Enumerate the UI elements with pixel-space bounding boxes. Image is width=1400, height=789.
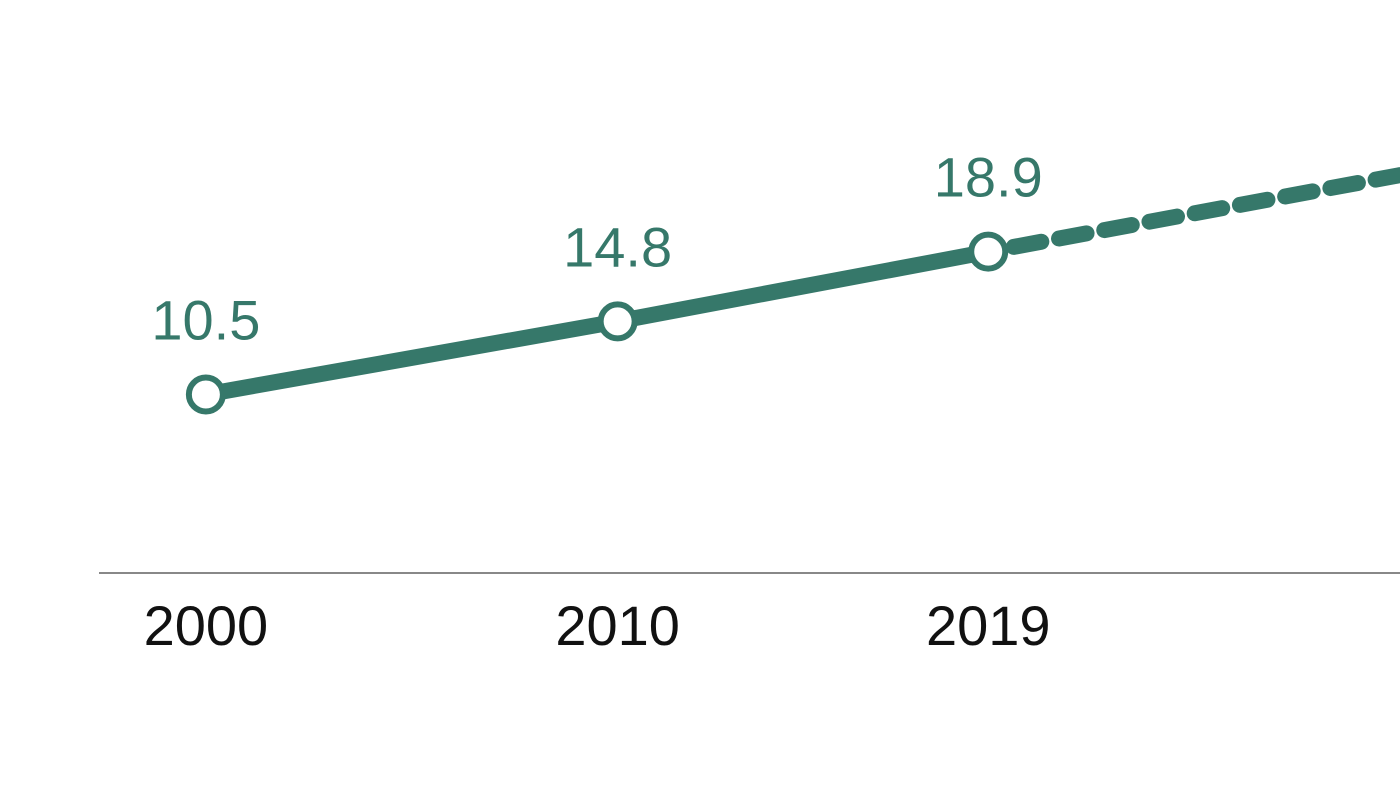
projection-line [980, 167, 1400, 260]
x-tick-label: 2019 [926, 594, 1051, 657]
x-tick-label: 2000 [144, 594, 269, 657]
data-point [968, 231, 1009, 272]
value-label: 10.5 [151, 288, 260, 351]
x-tick-label: 2010 [555, 594, 680, 657]
value-label: 18.9 [934, 146, 1043, 209]
value-label: 14.8 [563, 215, 672, 278]
data-point [597, 301, 638, 342]
data-point [185, 374, 226, 415]
